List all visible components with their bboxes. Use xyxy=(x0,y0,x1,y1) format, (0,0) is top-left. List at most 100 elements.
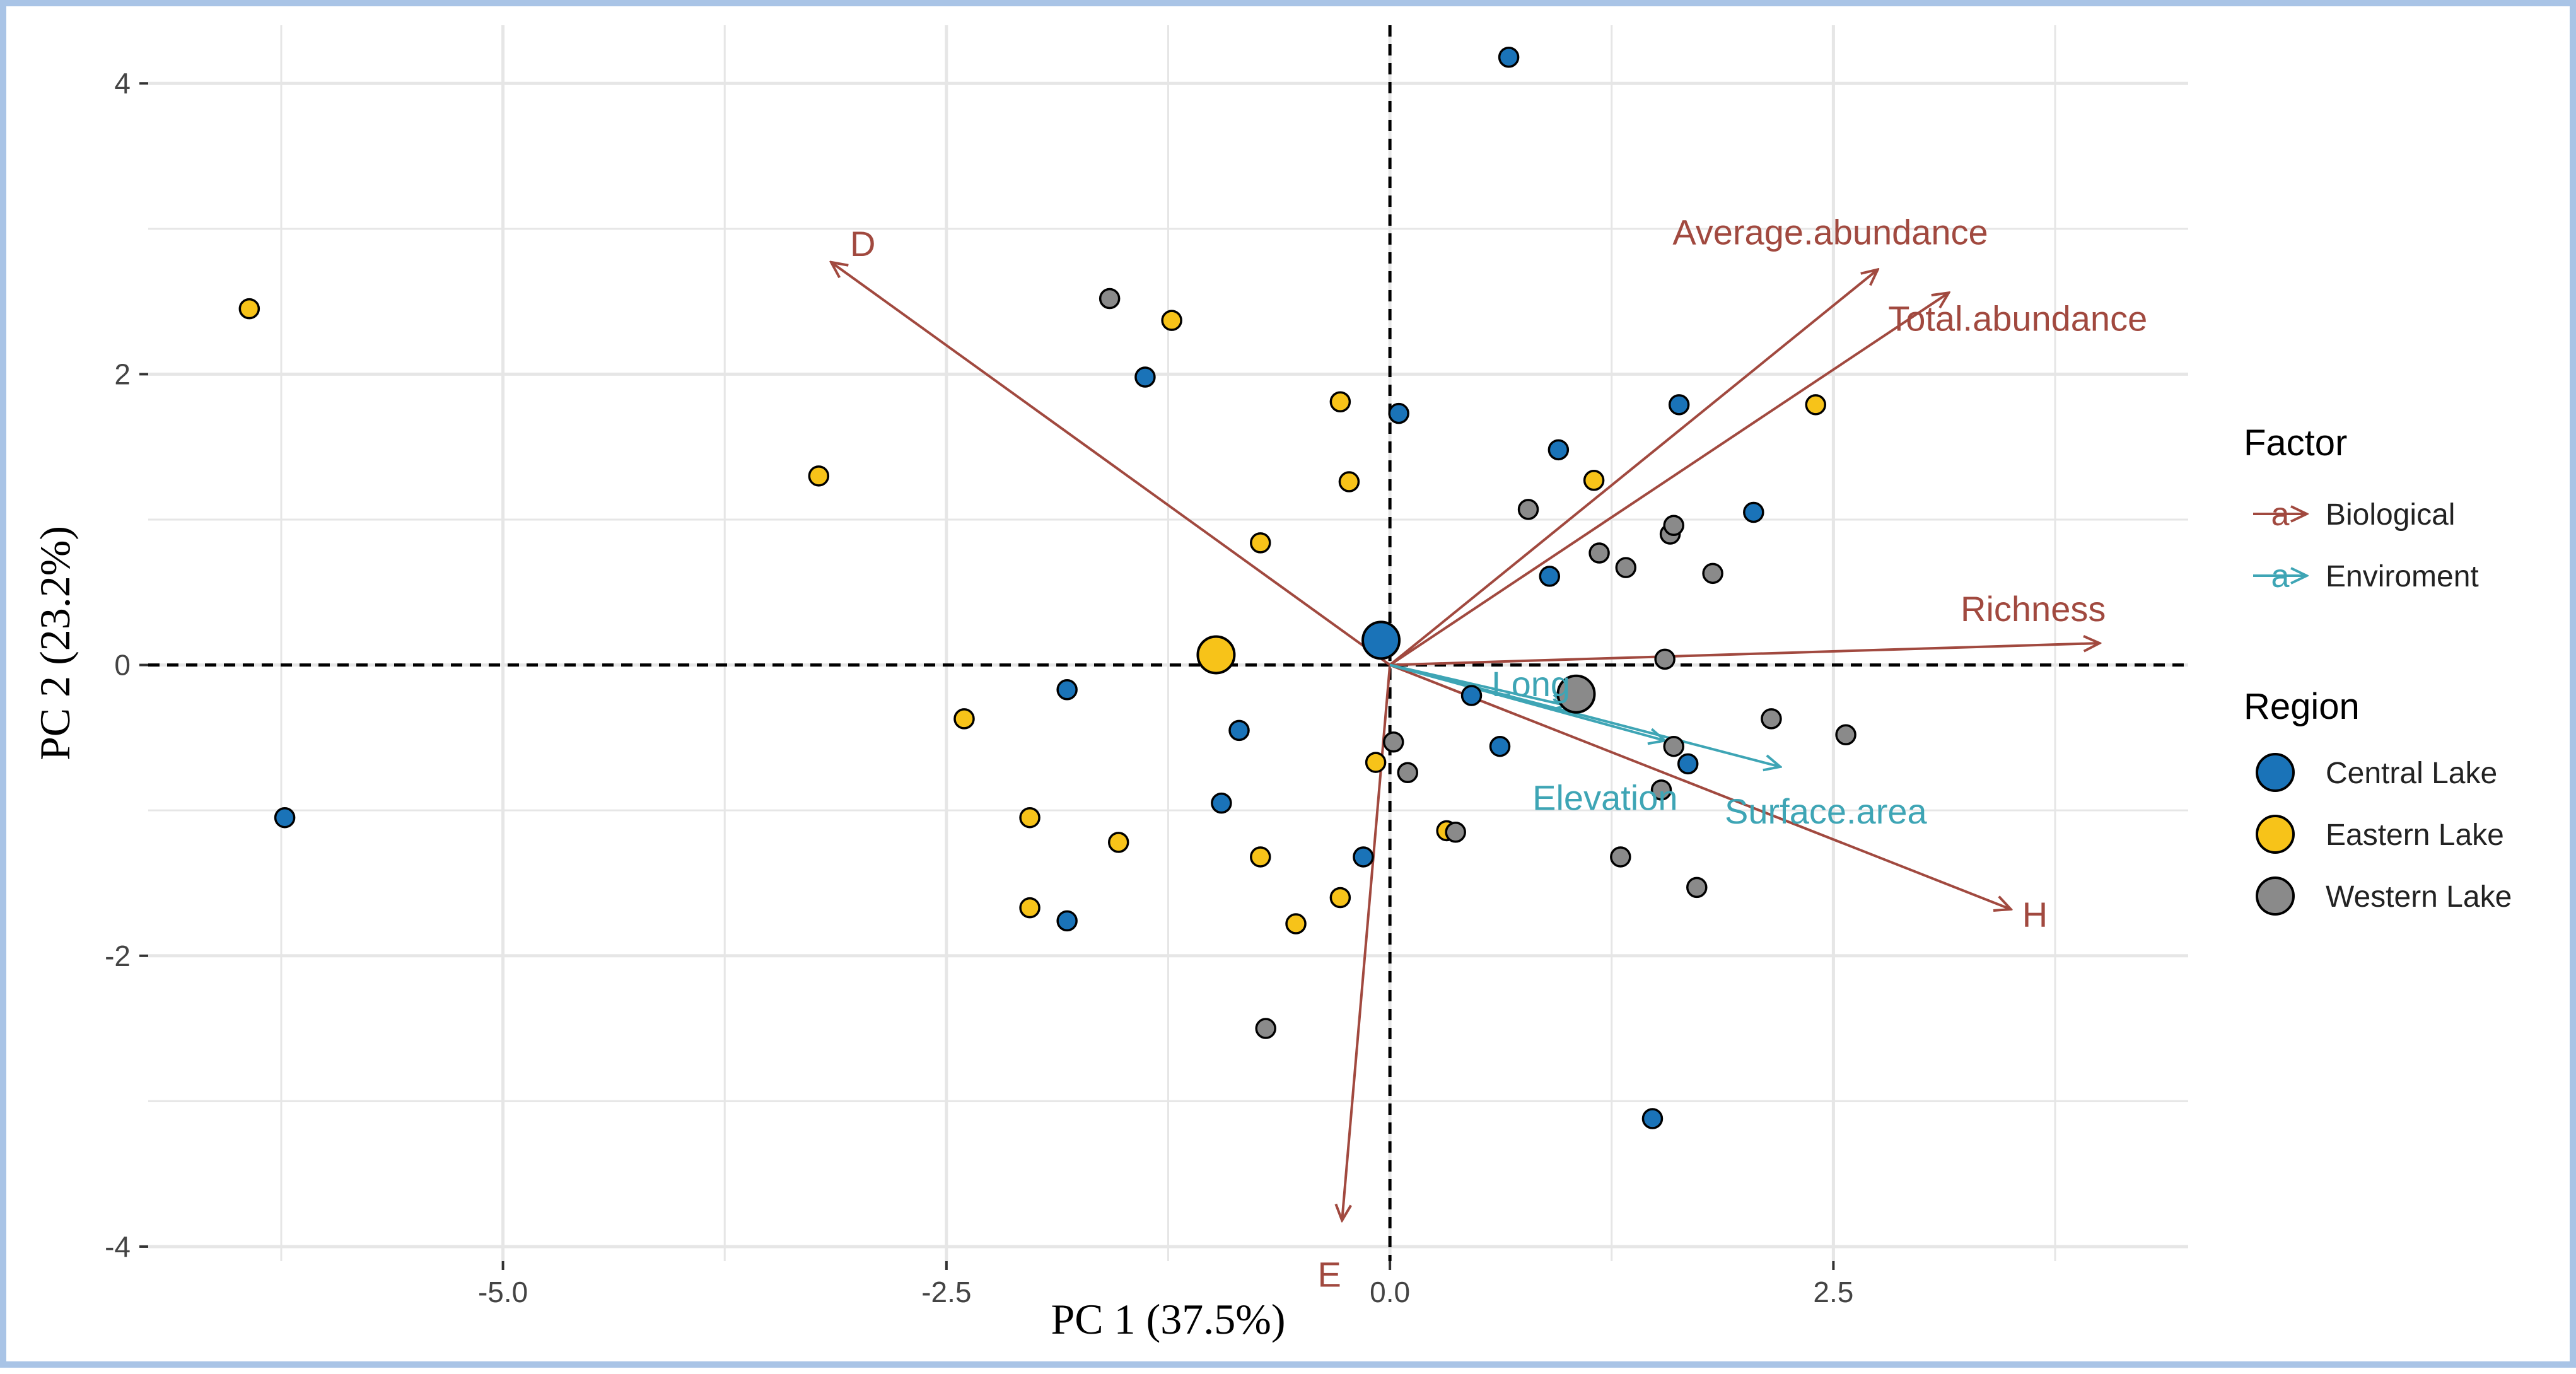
point-central-lake xyxy=(1228,719,1250,742)
point-central-lake xyxy=(1641,1108,1664,1129)
point-western-lake xyxy=(1397,762,1419,783)
point-western-lake xyxy=(1383,731,1404,753)
x-tick-label: -2.5 xyxy=(921,1276,971,1308)
point-central-lake xyxy=(1677,753,1699,775)
vector-arrow-e xyxy=(1342,665,1392,1221)
point-western-lake xyxy=(1650,779,1672,801)
point-eastern-lake xyxy=(808,465,830,487)
loading-vectors xyxy=(831,262,2099,1221)
biplot-chart: D Average.abundance Total.abundance Richnes… xyxy=(31,25,2512,1343)
x-tick-label: 0.0 xyxy=(1370,1276,1410,1308)
y-tick-label: 4 xyxy=(114,67,131,100)
vector-arrow-richness xyxy=(1390,643,2099,667)
legend-region-key xyxy=(2256,753,2295,792)
vector-label-total-abundance: Total.abundance xyxy=(1888,298,2147,338)
vector-arrow-d xyxy=(831,262,1391,667)
point-central-lake xyxy=(1743,501,1764,523)
point-eastern-lake xyxy=(1250,846,1271,868)
centroid-western-lake xyxy=(1556,674,1596,714)
point-central-lake xyxy=(1547,439,1570,461)
x-axis-title: PC 1 (37.5%) xyxy=(1051,1295,1285,1343)
point-western-lake xyxy=(1610,846,1631,868)
y-tick-label: -2 xyxy=(105,940,131,972)
point-eastern-lake xyxy=(1329,391,1351,412)
point-central-lake xyxy=(1388,402,1409,424)
point-western-lake xyxy=(1663,735,1684,757)
vector-arrow-average-abundance xyxy=(1389,269,1878,667)
point-eastern-lake xyxy=(1250,532,1271,554)
point-eastern-lake xyxy=(953,708,975,730)
legend-factor-key-glyph: a xyxy=(2271,496,2290,533)
point-western-lake xyxy=(1654,648,1676,670)
y-tick-label: 0 xyxy=(114,649,131,682)
legend-region-label: Eastern Lake xyxy=(2326,818,2504,852)
vector-label-h: H xyxy=(2022,895,2048,934)
point-eastern-lake xyxy=(1019,806,1040,829)
vector-label-surface-area: Surface.area xyxy=(1725,791,1927,831)
vector-labels: D Average.abundance Total.abundance Richnes… xyxy=(850,212,2147,1294)
point-central-lake xyxy=(1498,46,1520,68)
y-tick-label: 2 xyxy=(114,358,131,390)
point-central-lake xyxy=(1134,366,1156,388)
point-eastern-lake xyxy=(1583,469,1605,491)
point-western-lake xyxy=(1702,562,1723,585)
axes: -5.0 -2.5 0.0 2.5 -4 -2 0 2 4 PC 1 (37.5%) PC 2 (2… xyxy=(31,67,1853,1343)
vector-arrow-surface-area xyxy=(1389,663,1780,767)
point-western-lake xyxy=(1835,724,1856,746)
point-eastern-lake xyxy=(1329,887,1351,909)
legend-region-label: Central Lake xyxy=(2326,757,2497,790)
point-western-lake xyxy=(1255,1018,1276,1039)
point-western-lake xyxy=(1686,876,1708,899)
legend-region-label: Western Lake xyxy=(2326,880,2512,914)
data-points xyxy=(238,46,1856,1129)
point-eastern-lake xyxy=(1338,471,1360,492)
point-central-lake xyxy=(1539,566,1561,587)
point-western-lake xyxy=(1517,499,1539,520)
region-centroids xyxy=(1196,620,1596,714)
vector-label-d: D xyxy=(850,224,875,264)
point-central-lake xyxy=(1353,846,1374,868)
legend-factor-label: Biological xyxy=(2326,498,2455,532)
point-central-lake xyxy=(1056,910,1078,932)
point-central-lake xyxy=(1211,792,1232,814)
point-central-lake xyxy=(274,806,296,829)
reference-lines xyxy=(148,25,2188,1261)
point-eastern-lake xyxy=(1805,394,1827,416)
point-western-lake xyxy=(1588,542,1610,564)
legend-factor-label: Enviroment xyxy=(2326,560,2479,593)
x-tick-label: -5.0 xyxy=(478,1276,528,1308)
legend-region-key xyxy=(2256,815,2295,854)
legend-factor-key-glyph: a xyxy=(2271,558,2290,595)
point-western-lake xyxy=(1615,557,1637,578)
vector-label-richness: Richness xyxy=(1961,589,2106,629)
point-western-lake xyxy=(1445,822,1466,843)
vector-arrow-total-abundance xyxy=(1389,293,1949,667)
point-eastern-lake xyxy=(1019,897,1040,919)
vector-label-long: Long xyxy=(1491,664,1570,704)
point-eastern-lake xyxy=(238,298,260,320)
vector-label-average-abundance: Average.abundance xyxy=(1672,212,1988,252)
vector-label-e: E xyxy=(1317,1254,1341,1294)
vector-arrow-h xyxy=(1389,663,2011,909)
point-eastern-lake xyxy=(1285,913,1307,934)
y-axis-title: PC 2 (23.2%) xyxy=(31,526,79,760)
centroid-central-lake xyxy=(1361,620,1401,660)
legend-region-key xyxy=(2256,876,2295,916)
point-eastern-lake xyxy=(1107,832,1129,853)
point-eastern-lake xyxy=(1161,310,1182,331)
point-western-lake xyxy=(1663,515,1684,536)
vector-label-elevation: Elevation xyxy=(1532,777,1677,817)
legends: Factor a Biological a Enviroment Region Centra… xyxy=(2244,422,2512,916)
legend-factor-title: Factor xyxy=(2244,422,2347,463)
point-central-lake xyxy=(1489,735,1511,757)
point-western-lake xyxy=(1099,288,1121,310)
legend-region-title: Region xyxy=(2244,686,2360,727)
point-central-lake xyxy=(1460,685,1483,706)
centroid-eastern-lake xyxy=(1196,635,1236,675)
point-eastern-lake xyxy=(1365,752,1387,773)
grid-lines xyxy=(148,25,2188,1261)
point-central-lake xyxy=(1668,394,1690,416)
point-western-lake xyxy=(1761,708,1782,730)
y-tick-label: -4 xyxy=(105,1230,131,1263)
